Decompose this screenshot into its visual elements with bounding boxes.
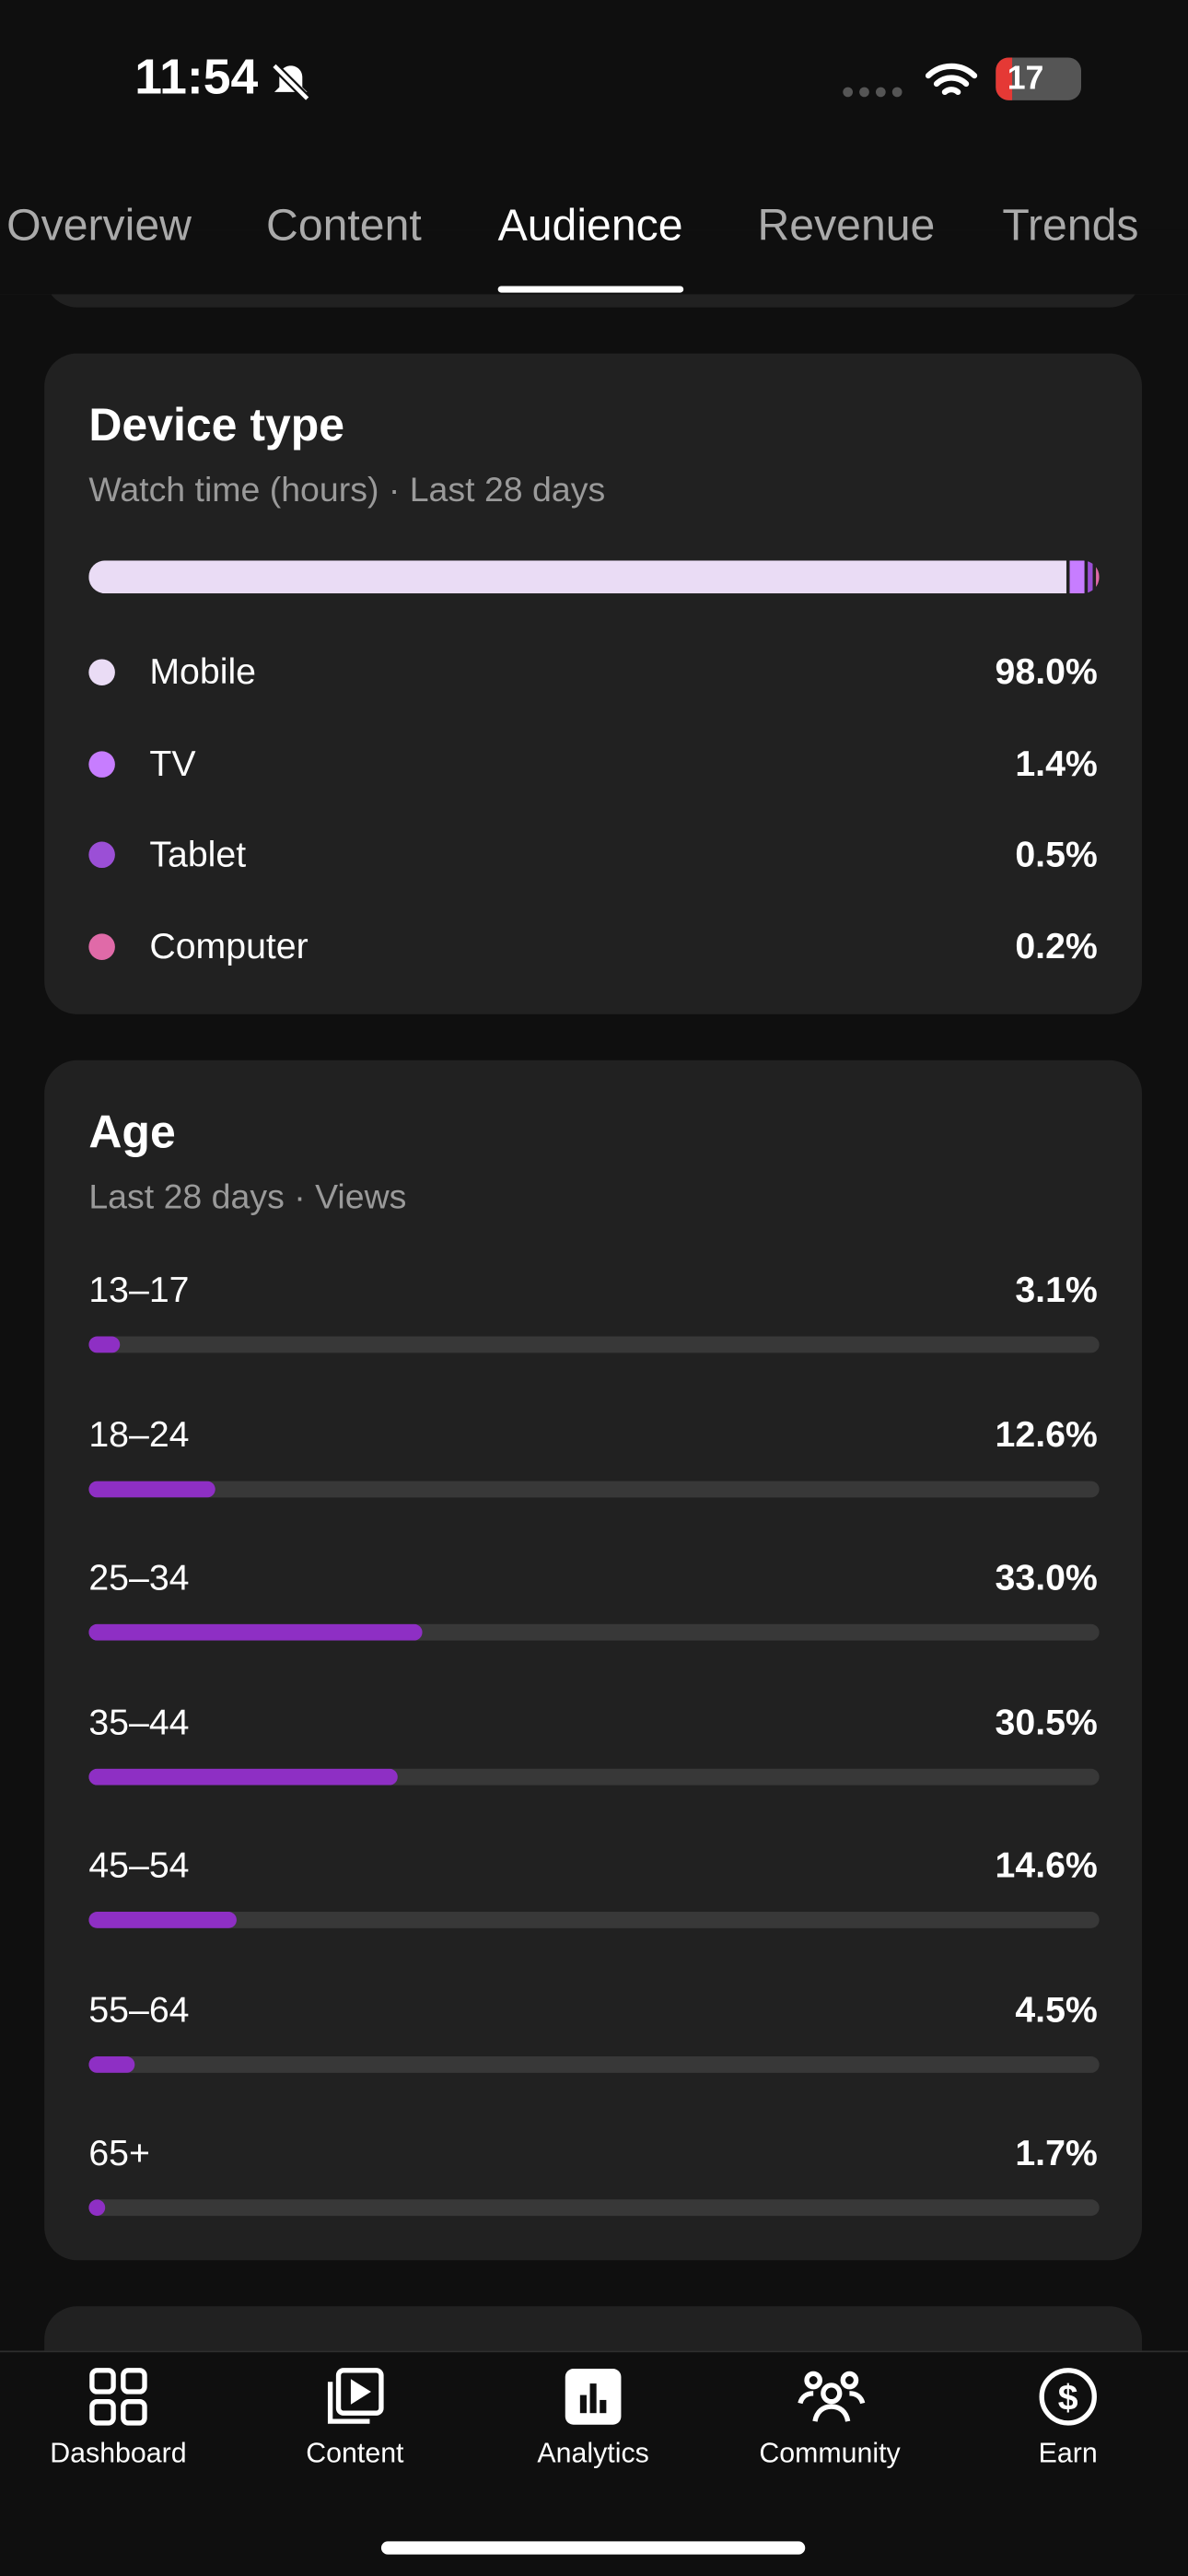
age-label: 35–44	[88, 1700, 190, 1742]
card-subtitle: Watch time (hours) · Last 28 days	[88, 472, 606, 510]
age-bar	[88, 1480, 216, 1497]
svg-text:$: $	[1058, 2378, 1078, 2418]
age-value: 14.6%	[995, 1844, 1098, 1886]
tab[interactable]: Overview	[6, 200, 192, 251]
age-value: 4.5%	[1015, 1987, 1098, 2030]
device-name: TV	[149, 742, 196, 784]
age-bar	[88, 1767, 397, 1785]
legend-dot	[88, 659, 115, 686]
device-name: Tablet	[149, 833, 247, 875]
device-type-card: Device type Watch time (hours) · Last 28…	[44, 353, 1143, 1014]
stacked-bar	[88, 560, 1100, 594]
analytics-icon[interactable]	[564, 2367, 623, 2426]
age-bar	[88, 1623, 423, 1641]
age-bar	[88, 1336, 121, 1353]
nav-label[interactable]: Analytics	[537, 2437, 649, 2469]
device-value: 98.0%	[995, 650, 1098, 693]
community-icon[interactable]	[797, 2367, 866, 2426]
age-label: 13–17	[88, 1269, 190, 1311]
dashboard-icon[interactable]	[88, 2367, 147, 2426]
nav-label[interactable]: Dashboard	[50, 2437, 187, 2469]
tab[interactable]: Content	[266, 200, 422, 251]
age-label: 18–24	[88, 1412, 190, 1455]
device-value: 0.5%	[1015, 833, 1098, 875]
signal-icon	[843, 87, 903, 98]
age-bar	[88, 1912, 237, 1928]
tab-underline	[497, 286, 684, 293]
battery: 17	[996, 57, 1082, 100]
bar-track	[88, 1623, 1100, 1641]
content-icon[interactable]	[325, 2367, 384, 2426]
age-bar	[88, 2055, 134, 2072]
bar-track	[88, 1480, 1100, 1497]
age-label: 55–64	[88, 1987, 190, 2030]
tab[interactable]: Trends	[1002, 200, 1139, 251]
age-bar	[88, 2199, 106, 2217]
age-value: 1.7%	[1015, 2132, 1098, 2173]
legend-dot	[88, 841, 115, 869]
card-title: Age	[88, 1106, 176, 1158]
tab[interactable]: Audience	[497, 200, 683, 251]
age-label: 65+	[88, 2132, 150, 2173]
bar-track	[88, 1767, 1100, 1785]
clock: 11:54	[134, 51, 259, 106]
age-card: Age Last 28 days · Views 13–17 3.1% 18–24 1…	[44, 1060, 1143, 2261]
bar-segment	[1096, 560, 1100, 594]
home-indicator	[380, 2541, 806, 2555]
bar-segment	[1070, 560, 1085, 594]
tab-bg	[0, 229, 1188, 295]
age-label: 25–34	[88, 1556, 190, 1598]
card-subtitle: Last 28 days · Views	[88, 1178, 407, 1217]
legend-dot	[88, 932, 115, 960]
nav-label[interactable]: Earn	[1038, 2437, 1098, 2469]
age-label: 45–54	[88, 1844, 190, 1886]
bar-segment	[88, 560, 1067, 594]
age-value: 12.6%	[995, 1412, 1098, 1455]
bar-track	[88, 2199, 1100, 2217]
age-value: 33.0%	[995, 1556, 1098, 1598]
wifi-icon	[925, 63, 978, 96]
earn-icon[interactable]: $	[1039, 2367, 1098, 2426]
bar-track	[88, 2055, 1100, 2072]
nav-label[interactable]: Content	[306, 2437, 404, 2469]
bar-track	[88, 1336, 1100, 1353]
bar-track	[88, 1912, 1100, 1928]
nav-label[interactable]: Community	[759, 2437, 901, 2469]
bar-segment	[1088, 560, 1093, 594]
device-value: 1.4%	[1015, 742, 1098, 784]
card-title: Device type	[88, 399, 345, 451]
age-value: 30.5%	[995, 1700, 1098, 1742]
device-name: Mobile	[149, 650, 257, 693]
mute-icon	[271, 63, 310, 102]
legend-dot	[88, 750, 115, 778]
tab[interactable]: Revenue	[757, 200, 936, 251]
device-value: 0.2%	[1015, 924, 1098, 966]
battery-level	[996, 57, 1013, 100]
device-name: Computer	[149, 924, 309, 966]
battery-text: 17	[1007, 61, 1044, 98]
age-value: 3.1%	[1015, 1269, 1098, 1311]
